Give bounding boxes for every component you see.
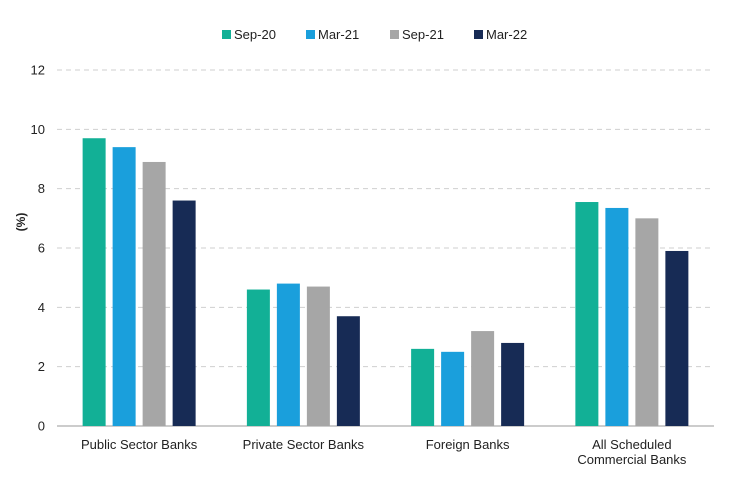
- bar-mar-22: [172, 200, 196, 426]
- legend: Sep-20 Mar-21 Sep-21 Mar-22: [222, 27, 527, 42]
- bar-sep-20: [575, 202, 599, 426]
- legend-swatch: [222, 30, 231, 39]
- y-tick-label: 8: [38, 181, 45, 196]
- bar-mar-21: [276, 283, 300, 426]
- bar-sep-21: [471, 331, 495, 426]
- label-layer: 0 2 4 6 8 10 12 Public Sector Banks Private Sect…: [31, 63, 687, 468]
- x-category-label: Foreign Banks: [426, 437, 510, 452]
- legend-swatch: [390, 30, 399, 39]
- y-axis-title: (%): [14, 213, 28, 232]
- legend-label: Mar-21: [318, 27, 359, 42]
- y-tick-label: 2: [38, 359, 45, 374]
- bar-mar-22: [501, 342, 525, 426]
- bar-sep-21: [306, 286, 330, 426]
- x-category-label: Private Sector Banks: [243, 437, 365, 452]
- bar-layer: [82, 138, 689, 426]
- bar-sep-21: [635, 218, 659, 426]
- y-tick-label: 10: [31, 122, 45, 137]
- y-tick-label: 4: [38, 300, 45, 315]
- legend-swatch: [474, 30, 483, 39]
- x-category-label: Public Sector Banks: [81, 437, 198, 452]
- bar-mar-22: [336, 316, 360, 426]
- bar-mar-21: [441, 351, 465, 426]
- bar-sep-20: [82, 138, 106, 426]
- legend-swatch: [306, 30, 315, 39]
- legend-label: Mar-22: [486, 27, 527, 42]
- bar-sep-21: [142, 161, 166, 426]
- y-tick-label: 6: [38, 241, 45, 256]
- grid-layer: [57, 69, 714, 368]
- bar-sep-20: [411, 348, 435, 426]
- x-category-label: All Scheduled Commercial Banks: [577, 437, 687, 467]
- y-tick-label: 0: [38, 419, 45, 434]
- legend-label: Sep-20: [234, 27, 276, 42]
- legend-label: Sep-21: [402, 27, 444, 42]
- bar-mar-21: [112, 147, 136, 426]
- y-tick-label: 12: [31, 63, 45, 78]
- bar-sep-20: [246, 289, 270, 426]
- bar-mar-22: [665, 250, 689, 426]
- bar-mar-21: [605, 207, 629, 426]
